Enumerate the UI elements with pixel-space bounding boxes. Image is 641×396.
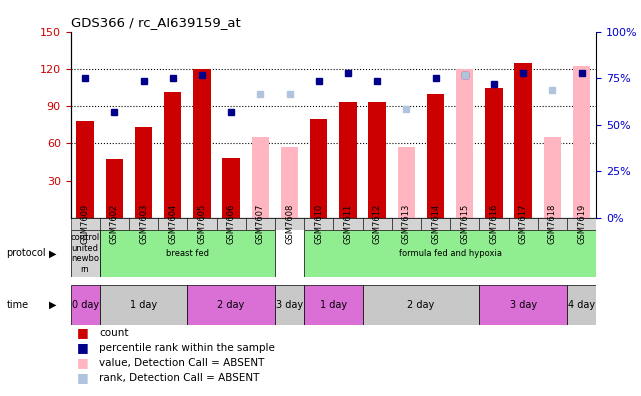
Bar <box>135 127 153 218</box>
Bar <box>363 218 392 230</box>
Text: GSM7606: GSM7606 <box>227 204 236 244</box>
Text: breast fed: breast fed <box>166 249 209 258</box>
Bar <box>246 218 275 230</box>
Bar <box>217 218 246 230</box>
Text: GDS366 / rc_AI639159_at: GDS366 / rc_AI639159_at <box>71 16 240 29</box>
Text: ■: ■ <box>77 356 88 369</box>
Bar <box>397 147 415 218</box>
Text: GSM7602: GSM7602 <box>110 204 119 244</box>
Text: GSM7610: GSM7610 <box>314 204 323 244</box>
Text: GSM7611: GSM7611 <box>344 204 353 244</box>
Bar <box>187 285 275 325</box>
Text: 3 day: 3 day <box>276 300 303 310</box>
Text: 3 day: 3 day <box>510 300 537 310</box>
Text: ■: ■ <box>77 326 88 339</box>
Bar <box>71 230 100 277</box>
Text: GSM7603: GSM7603 <box>139 204 148 244</box>
Text: GSM7609: GSM7609 <box>81 204 90 244</box>
Bar <box>275 285 304 325</box>
Bar <box>71 218 100 230</box>
Bar <box>100 285 187 325</box>
Text: ▶: ▶ <box>49 248 56 259</box>
Bar <box>281 147 298 218</box>
Bar <box>573 67 590 218</box>
Text: GSM7613: GSM7613 <box>402 204 411 244</box>
Text: GSM7617: GSM7617 <box>519 204 528 244</box>
Text: GSM7612: GSM7612 <box>372 204 381 244</box>
Bar <box>363 285 479 325</box>
Text: count: count <box>99 327 129 338</box>
Text: ■: ■ <box>77 371 88 384</box>
Bar <box>251 137 269 218</box>
Text: GSM7618: GSM7618 <box>548 204 557 244</box>
Bar <box>514 63 532 218</box>
Bar <box>456 69 474 218</box>
Bar <box>71 285 100 325</box>
Bar <box>106 160 123 218</box>
Bar <box>100 218 129 230</box>
Bar <box>333 218 363 230</box>
Text: 2 day: 2 day <box>407 300 435 310</box>
Text: GSM7608: GSM7608 <box>285 204 294 244</box>
Bar <box>187 218 217 230</box>
Text: 1 day: 1 day <box>320 300 347 310</box>
Bar <box>310 118 328 218</box>
Bar <box>369 103 386 218</box>
Bar <box>567 218 596 230</box>
Bar <box>304 230 596 277</box>
Bar <box>567 285 596 325</box>
Text: GSM7604: GSM7604 <box>168 204 177 244</box>
Bar <box>339 103 356 218</box>
Text: ■: ■ <box>77 341 88 354</box>
Text: GSM7607: GSM7607 <box>256 204 265 244</box>
Bar <box>100 230 275 277</box>
Bar <box>222 158 240 218</box>
Text: time: time <box>6 300 29 310</box>
Bar <box>304 218 333 230</box>
Bar <box>76 121 94 218</box>
Bar <box>485 88 503 218</box>
Text: 2 day: 2 day <box>217 300 245 310</box>
Text: protocol: protocol <box>6 248 46 259</box>
Bar <box>479 218 508 230</box>
Text: value, Detection Call = ABSENT: value, Detection Call = ABSENT <box>99 358 265 368</box>
Bar <box>544 137 561 218</box>
Text: ▶: ▶ <box>49 300 56 310</box>
Text: rank, Detection Call = ABSENT: rank, Detection Call = ABSENT <box>99 373 260 383</box>
Text: formula fed and hypoxia: formula fed and hypoxia <box>399 249 502 258</box>
Bar <box>427 94 444 218</box>
Text: 0 day: 0 day <box>72 300 99 310</box>
Bar <box>508 218 538 230</box>
Text: percentile rank within the sample: percentile rank within the sample <box>99 343 275 353</box>
Text: GSM7605: GSM7605 <box>197 204 206 244</box>
Bar <box>275 218 304 230</box>
Text: 1 day: 1 day <box>130 300 157 310</box>
Bar <box>304 285 363 325</box>
Text: GSM7619: GSM7619 <box>577 204 586 244</box>
Text: control
united
newbo
rn: control united newbo rn <box>71 233 100 274</box>
Bar <box>392 218 421 230</box>
Bar <box>158 218 187 230</box>
Bar <box>538 218 567 230</box>
Text: 4 day: 4 day <box>568 300 595 310</box>
Text: GSM7616: GSM7616 <box>490 204 499 244</box>
Bar <box>193 69 211 218</box>
Bar <box>450 218 479 230</box>
Bar <box>421 218 450 230</box>
Bar <box>129 218 158 230</box>
Text: GSM7615: GSM7615 <box>460 204 469 244</box>
Bar <box>164 93 181 218</box>
Text: GSM7614: GSM7614 <box>431 204 440 244</box>
Bar <box>479 285 567 325</box>
